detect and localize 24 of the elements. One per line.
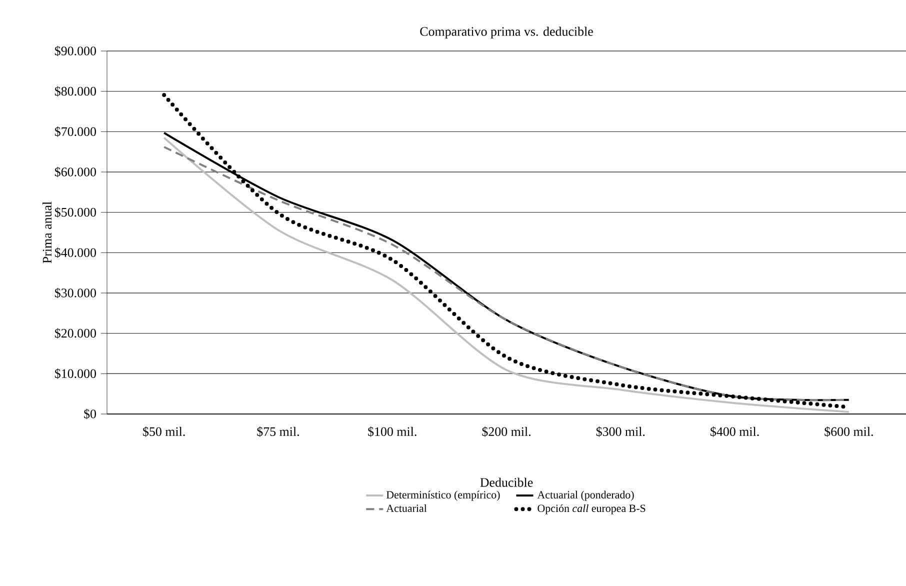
- y-axis-title: Prima anual: [42, 202, 52, 264]
- y-tick-label: $40.000: [54, 247, 96, 258]
- x-tick-label: $75 mil.: [257, 426, 299, 437]
- x-tick-label: $50 mil.: [143, 426, 185, 437]
- y-tick-label: $30.000: [54, 288, 96, 298]
- chart-title: Comparativo prima vs. deducible: [420, 26, 593, 38]
- y-tick-label: $50.000: [54, 207, 96, 218]
- legend-label: Determinístico (empírico): [386, 490, 500, 501]
- y-tick-label: $70.000: [54, 126, 96, 137]
- x-tick-label: $100 mil.: [368, 426, 416, 437]
- x-tick-label: $600 mil.: [824, 426, 873, 437]
- y-tick-label: $10.000: [54, 368, 96, 379]
- x-tick-label: $200 mil.: [482, 426, 530, 437]
- legend-label: Actuarial: [386, 504, 427, 512]
- x-tick-label: $300 mil.: [596, 426, 645, 437]
- y-tick-label: $60.000: [54, 166, 96, 178]
- legend-label: Actuarial (ponderado): [537, 490, 634, 501]
- x-tick-label: $400 mil.: [710, 426, 759, 437]
- y-tick-label: $90.000: [54, 46, 96, 56]
- y-tick-label: $0: [84, 408, 96, 420]
- x-axis-title: Deducible: [480, 478, 533, 487]
- y-tick-label: $20.000: [54, 328, 96, 339]
- y-tick-label: $80.000: [54, 86, 96, 97]
- legend-label: Opción call europea B-S: [538, 504, 646, 514]
